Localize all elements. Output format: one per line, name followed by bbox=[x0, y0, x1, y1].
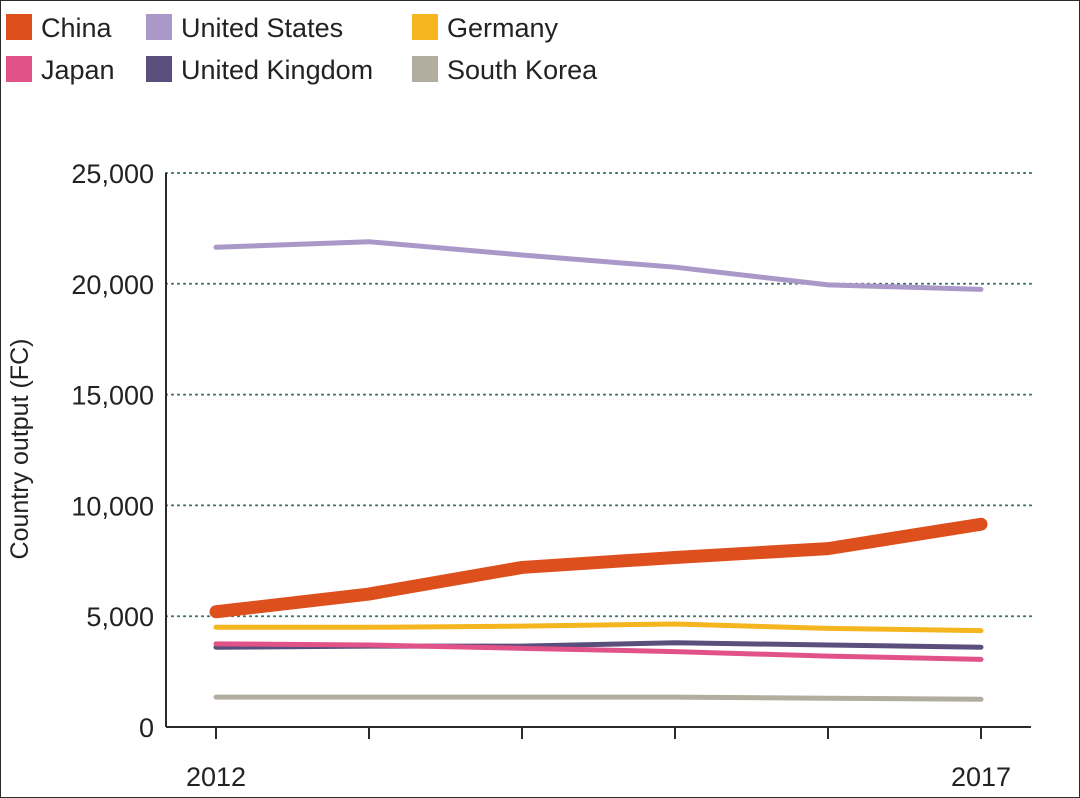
legend-swatch-japan bbox=[6, 56, 32, 82]
y-tick-label-5000: 5,000 bbox=[86, 602, 154, 632]
legend-label-china: China bbox=[41, 13, 113, 43]
series-line-south-korea bbox=[213, 694, 984, 702]
series-line-germany bbox=[213, 621, 984, 634]
legend-swatch-china bbox=[6, 14, 32, 40]
y-tick-label-10000: 10,000 bbox=[71, 491, 154, 521]
legend-swatch-united-kingdom bbox=[146, 56, 172, 82]
y-tick-label-25000: 25,000 bbox=[71, 159, 154, 189]
legend-swatch-united-states bbox=[146, 14, 172, 40]
y-tick-label-15000: 15,000 bbox=[71, 381, 154, 411]
legend-label-united-kingdom: United Kingdom bbox=[181, 55, 373, 85]
legend-label-united-states: United States bbox=[181, 13, 343, 43]
series-lines bbox=[209, 239, 988, 702]
legend-swatch-germany bbox=[412, 14, 438, 40]
y-tick-label-0: 0 bbox=[139, 713, 154, 743]
legend-swatch-south-korea bbox=[412, 56, 438, 82]
x-tick-label-2017: 2017 bbox=[951, 762, 1011, 792]
series-line-china bbox=[209, 517, 988, 619]
grid bbox=[165, 172, 1032, 618]
legend-label-south-korea: South Korea bbox=[447, 55, 598, 85]
legend-label-germany: Germany bbox=[447, 13, 559, 43]
axes: 0 5,000 10,000 15,000 20,000 25,000 2012 2017 bbox=[71, 159, 1031, 792]
legend: China Japan United States United Kingdom Ger… bbox=[6, 13, 598, 85]
y-tick-label-20000: 20,000 bbox=[71, 270, 154, 300]
series-line-japan bbox=[213, 641, 984, 662]
legend-label-japan: Japan bbox=[41, 55, 115, 85]
y-axis-label: Country output (FC) bbox=[6, 339, 34, 560]
series-line-united-states bbox=[213, 239, 984, 292]
x-tick-label-2012: 2012 bbox=[186, 762, 246, 792]
